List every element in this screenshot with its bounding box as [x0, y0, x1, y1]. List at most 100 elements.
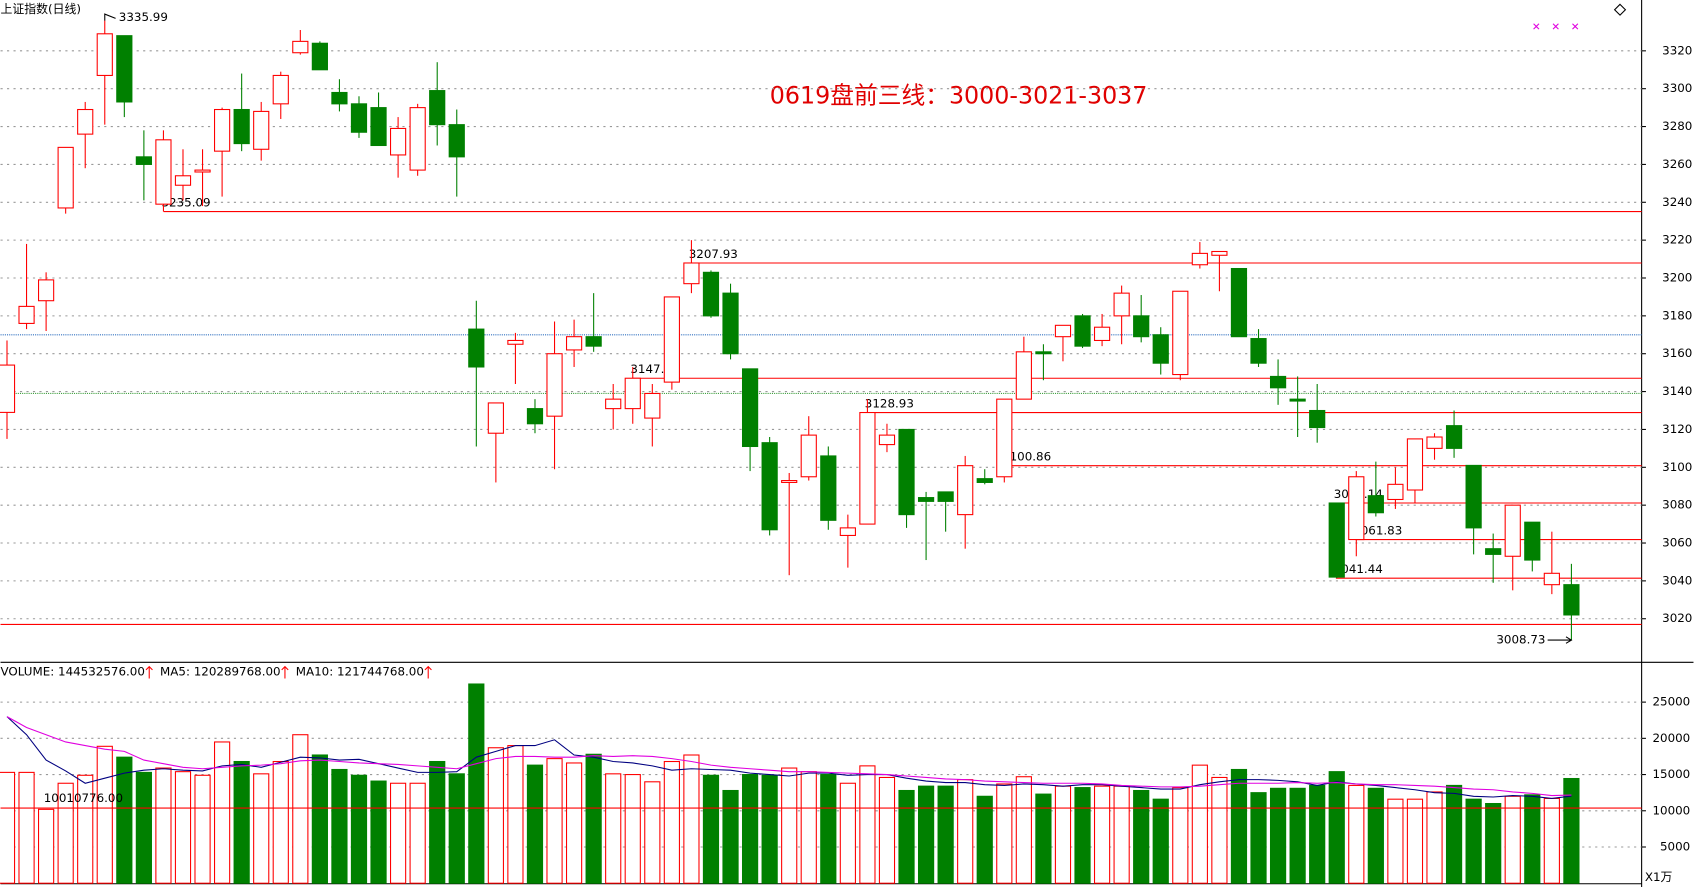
candle-body: [1211, 250, 1228, 256]
volume-bar: [194, 774, 211, 884]
legend-label: MA5: 120289768.00: [160, 665, 281, 679]
volume-bar: [1250, 792, 1267, 884]
volume-bar: [1074, 787, 1091, 884]
candle-body: [135, 156, 152, 165]
candle-body: [1054, 324, 1072, 338]
y-tick-label: 3140: [1662, 384, 1692, 398]
candle-body: [976, 478, 993, 483]
volume-bar: [1367, 787, 1384, 884]
candle-body: [644, 392, 661, 419]
y-tick-label: 3280: [1662, 119, 1692, 133]
candle-body: [859, 411, 876, 525]
candle-body: [800, 434, 817, 478]
candle-body: [409, 107, 426, 171]
level-label: 3041.44: [1334, 562, 1383, 576]
candle-body: [1367, 495, 1384, 514]
candle-body: [77, 108, 94, 135]
candle-body: [1269, 375, 1287, 389]
volume-bar: [1426, 791, 1443, 884]
volume-bar: [624, 774, 641, 884]
candle-body: [1093, 326, 1111, 342]
candle-body: [96, 33, 113, 76]
volume-bar: [1054, 785, 1072, 884]
unit-label: X1万: [1645, 870, 1673, 884]
candle-body: [839, 527, 856, 536]
candle-body: [526, 408, 544, 425]
candle-body: [1485, 548, 1502, 555]
ma-line: [6, 716, 1572, 800]
volume-bar: [1543, 797, 1560, 884]
candle-body: [389, 127, 407, 156]
legend-label: VOLUME: 144532576.00: [1, 665, 145, 679]
candle-body: [1074, 315, 1091, 347]
volume-bar: [1133, 789, 1150, 884]
candle-body: [1563, 584, 1580, 616]
volume-bar: [761, 774, 778, 884]
volume-bar: [878, 776, 896, 884]
y-tick-label: 3160: [1662, 346, 1692, 360]
low-label: 3008.73: [1496, 633, 1545, 647]
volume-bar: [957, 779, 974, 884]
candle-body: [996, 398, 1013, 478]
candle-body: [1406, 438, 1424, 491]
candle-body: [702, 271, 720, 317]
candle-body: [820, 455, 837, 521]
volume-bar: [1309, 784, 1326, 884]
y-tick-label: 3120: [1662, 422, 1692, 436]
volume-bar: [663, 760, 680, 884]
y-tick-label: 20000: [1652, 731, 1690, 745]
volume-bar: [1524, 794, 1541, 884]
y-tick-label: 3100: [1662, 460, 1692, 474]
candle-body: [1015, 351, 1032, 400]
volume-bar: [135, 771, 152, 884]
volume-bar: [77, 774, 94, 884]
volume-bar: [1504, 795, 1521, 884]
volume-bar: [683, 754, 700, 884]
high-label: 3335.99: [119, 10, 168, 24]
ma-line: [6, 716, 1572, 797]
y-tick-label: 15000: [1652, 767, 1690, 781]
volume-ref-note: 10010776.00: [44, 791, 123, 805]
volume-bar: [1289, 787, 1306, 884]
candle-body: [174, 175, 192, 186]
level-label: 3207.93: [689, 247, 738, 261]
y-tick-label: 10000: [1652, 803, 1690, 817]
volume-bar: [233, 760, 250, 884]
candle-body: [1152, 334, 1169, 364]
volume-bar: [605, 773, 622, 884]
volume-bar: [917, 785, 935, 884]
level-label: 3061.83: [1353, 523, 1402, 537]
volume-bar: [820, 774, 837, 884]
volume-bar: [487, 747, 504, 884]
volume-bar: [448, 773, 465, 884]
diamond-icon[interactable]: [1613, 3, 1627, 16]
volume-bar: [800, 771, 817, 884]
candle-body: [1524, 521, 1541, 561]
candle-body: [253, 110, 270, 150]
volume-bar: [1113, 785, 1130, 884]
volume-bar: [781, 767, 798, 884]
candle-body: [0, 364, 16, 413]
volume-bar: [1328, 771, 1345, 884]
volume-bar: [507, 745, 524, 884]
candle-body: [957, 465, 974, 516]
candle-body: [272, 74, 289, 105]
candle-body: [546, 353, 563, 417]
volume-bar: [409, 782, 426, 884]
volume-bar: [1387, 798, 1404, 884]
volume-bar: [644, 781, 661, 884]
candle-body: [1348, 476, 1365, 541]
legend-arrow: [281, 665, 289, 679]
volume-bar: [741, 774, 759, 884]
candle-body: [1328, 502, 1345, 578]
volume-bar: [213, 741, 231, 884]
candle-body: [116, 35, 133, 103]
candle-body: [370, 107, 387, 147]
volume-bar: [389, 782, 407, 884]
legend-label: MA10: 121744768.00: [296, 665, 424, 679]
candle-body: [18, 305, 35, 324]
volume-bar: [585, 753, 602, 884]
y-tick-label: 3080: [1662, 498, 1692, 512]
candle-body: [155, 139, 172, 205]
volume-bar: [429, 760, 446, 884]
